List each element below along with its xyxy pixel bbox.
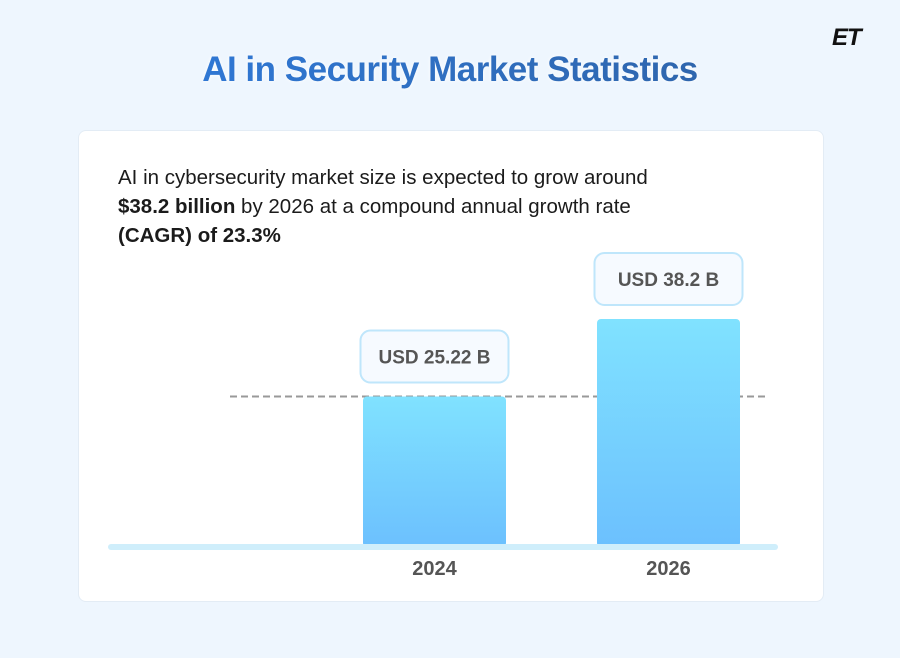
description: AI in cybersecurity market size is expec… xyxy=(118,163,758,250)
description-cagr: (CAGR) of 23.3% xyxy=(118,224,281,247)
bar-2026 xyxy=(597,319,740,547)
x-tick-2026: 2026 xyxy=(646,558,691,580)
bar-2024 xyxy=(363,396,506,547)
data-label-box-2026 xyxy=(593,252,744,306)
x-axis-baseline xyxy=(108,544,778,550)
data-label-2024: USD 25.22 B xyxy=(379,347,491,368)
data-label-2026: USD 38.2 B xyxy=(618,270,719,291)
x-tick-2024: 2024 xyxy=(412,558,457,580)
page-title: AI in Security Market Statistics xyxy=(0,50,900,90)
description-line1: AI in cybersecurity market size is expec… xyxy=(118,166,648,189)
et-logo: ET xyxy=(832,24,862,51)
description-amount: $38.2 billion xyxy=(118,195,236,218)
data-label-box-2024 xyxy=(359,329,510,384)
description-line2: by 2026 at a compound annual growth rate xyxy=(235,195,631,218)
